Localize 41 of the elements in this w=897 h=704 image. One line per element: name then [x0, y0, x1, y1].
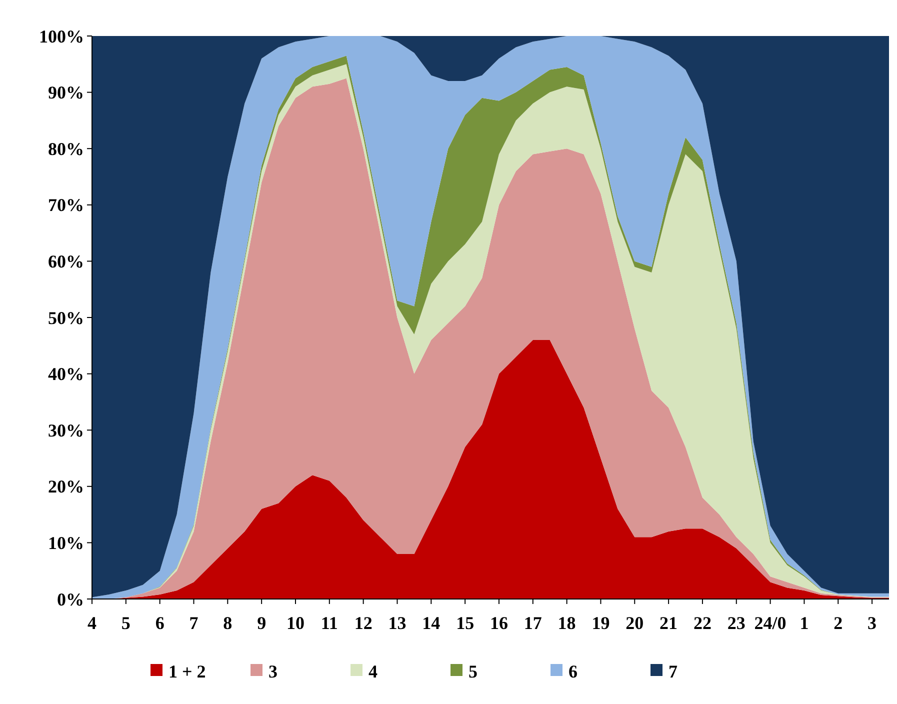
x-tick-label: 6: [155, 613, 164, 633]
legend-label: 3: [268, 661, 278, 682]
y-tick-label: 90%: [48, 82, 84, 103]
x-tick-label: 16: [490, 613, 508, 633]
x-tick-label: 15: [456, 613, 474, 633]
y-tick-label: 80%: [48, 138, 84, 159]
y-tick-label: 30%: [48, 420, 84, 440]
x-tick-label: 13: [388, 613, 406, 633]
x-tick-label: 21: [660, 613, 678, 633]
y-tick-label: 100%: [39, 26, 84, 46]
y-tick-label: 50%: [48, 308, 84, 328]
x-tick-label: 20: [626, 613, 644, 633]
x-tick-label: 22: [693, 613, 712, 633]
legend-label: 5: [468, 661, 478, 682]
x-tick-label: 9: [257, 613, 266, 633]
x-tick-label: 19: [592, 613, 610, 633]
x-tick-label: 11: [320, 613, 338, 633]
y-tick-label: 0%: [57, 589, 84, 610]
x-tick-label: 5: [121, 613, 130, 633]
x-tick-label: 3: [868, 613, 877, 633]
y-tick-label: 10%: [48, 533, 84, 553]
legend-label: 6: [568, 661, 578, 682]
x-tick-label: 17: [524, 613, 542, 633]
x-tick-label: 7: [189, 613, 198, 633]
x-tick-label: 23: [727, 613, 746, 633]
x-tick-label: 2: [834, 613, 843, 633]
x-tick-label: 8: [223, 613, 232, 633]
x-tick-label: 4: [88, 613, 96, 633]
y-tick-label: 20%: [48, 476, 84, 497]
x-tick-label: 1: [800, 613, 809, 633]
x-tick-label: 18: [558, 613, 576, 633]
x-tick-label: 14: [422, 613, 440, 633]
y-tick-label: 70%: [48, 195, 84, 216]
x-tick-label: 12: [354, 613, 372, 633]
y-tick-label: 60%: [48, 252, 84, 272]
x-tick-label: 24/0: [754, 613, 786, 633]
legend-label: 4: [368, 661, 378, 682]
legend-label: 1 + 2: [168, 661, 206, 682]
legend-label: 7: [668, 661, 678, 682]
y-tick-label: 40%: [48, 364, 84, 384]
x-tick-label: 10: [286, 613, 304, 633]
